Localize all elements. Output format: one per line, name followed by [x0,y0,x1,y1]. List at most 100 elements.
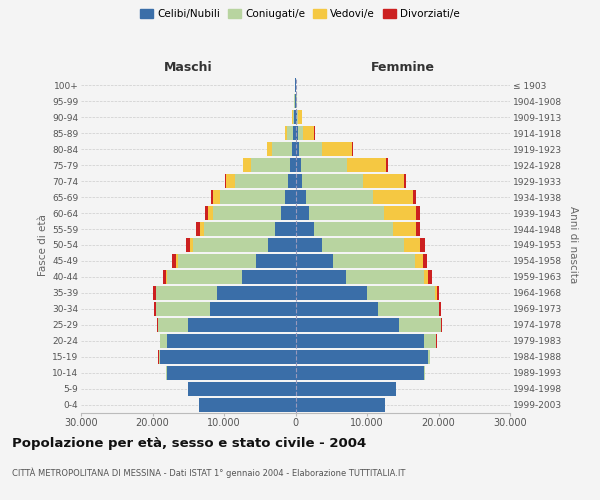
Bar [301,158,347,172]
Bar [293,126,296,140]
Bar [393,222,416,236]
Bar [285,190,296,204]
Bar [314,222,393,236]
Bar [367,286,435,300]
Bar [404,238,420,252]
Bar [428,350,430,364]
Bar [172,254,176,268]
Bar [190,238,193,252]
Bar [296,206,309,220]
Bar [256,254,296,268]
Bar [378,302,439,316]
Bar [296,126,298,140]
Bar [296,270,346,284]
Bar [373,190,413,204]
Bar [220,190,285,204]
Bar [208,206,213,220]
Bar [441,318,442,332]
Bar [188,318,296,332]
Bar [268,238,296,252]
Bar [167,334,296,347]
Bar [156,302,210,316]
Bar [213,206,281,220]
Bar [296,302,378,316]
Bar [188,382,296,396]
Bar [322,238,404,252]
Y-axis label: Anni di nascita: Anni di nascita [568,206,578,284]
Bar [281,206,296,220]
Bar [416,206,421,220]
Bar [217,286,296,300]
Bar [193,238,268,252]
Bar [210,302,296,316]
Bar [424,334,436,347]
Bar [332,254,415,268]
Bar [423,254,427,268]
Bar [296,286,367,300]
Bar [303,126,314,140]
Bar [347,158,386,172]
Bar [244,158,251,172]
Bar [439,302,441,316]
Bar [286,126,287,140]
Bar [299,142,322,156]
Bar [363,174,404,188]
Bar [322,142,352,156]
Bar [296,110,298,124]
Bar [305,190,373,204]
Bar [275,222,296,236]
Bar [160,350,296,364]
Bar [167,366,296,380]
Bar [225,174,226,188]
Bar [296,94,297,108]
Bar [292,142,296,156]
Bar [404,174,406,188]
Bar [296,190,305,204]
Text: Femmine: Femmine [371,62,435,74]
Bar [293,110,295,124]
Bar [205,206,208,220]
Bar [200,222,204,236]
Bar [267,142,272,156]
Bar [154,302,156,316]
Bar [296,174,302,188]
Bar [251,158,290,172]
Bar [296,238,322,252]
Bar [235,174,289,188]
Bar [296,350,428,364]
Legend: Celibi/Nubili, Coniugati/e, Vedovi/e, Divorziati/e: Celibi/Nubili, Coniugati/e, Vedovi/e, Di… [136,5,464,24]
Bar [167,270,242,284]
Bar [296,158,301,172]
Bar [212,190,220,204]
Bar [296,334,424,347]
Bar [346,270,424,284]
Bar [384,206,416,220]
Bar [298,126,303,140]
Bar [296,398,385,411]
Bar [157,318,158,332]
Bar [199,398,296,411]
Bar [416,222,420,236]
Bar [158,318,188,332]
Bar [415,254,423,268]
Bar [163,270,166,284]
Bar [296,254,332,268]
Bar [204,222,275,236]
Text: CITTÀ METROPOLITANA DI MESSINA - Dati ISTAT 1° gennaio 2004 - Elaborazione TUTTI: CITTÀ METROPOLITANA DI MESSINA - Dati IS… [12,468,406,478]
Text: Maschi: Maschi [164,62,212,74]
Bar [296,318,399,332]
Bar [160,334,167,347]
Bar [158,350,160,364]
Bar [386,158,388,172]
Bar [272,142,292,156]
Bar [176,254,178,268]
Bar [295,94,296,108]
Bar [211,190,212,204]
Bar [424,270,428,284]
Bar [435,286,437,300]
Bar [437,286,439,300]
Text: Popolazione per età, sesso e stato civile - 2004: Popolazione per età, sesso e stato civil… [12,438,366,450]
Bar [296,382,395,396]
Bar [295,110,296,124]
Bar [156,286,217,300]
